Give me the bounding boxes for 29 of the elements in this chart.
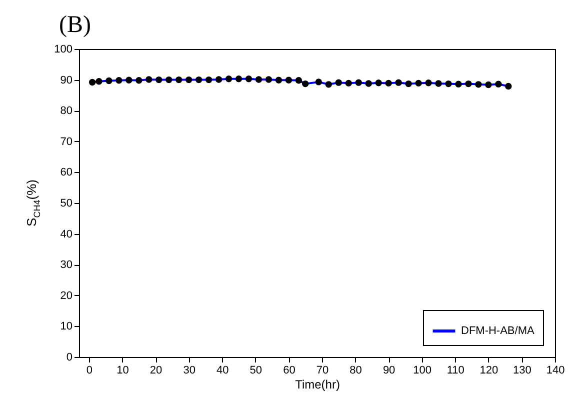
x-tick-label: 130 xyxy=(513,364,532,376)
x-tick-label: 50 xyxy=(250,364,262,376)
y-tick-label: 40 xyxy=(60,228,72,240)
y-tick-label: 30 xyxy=(60,259,72,272)
x-tick-label: 120 xyxy=(480,364,498,376)
y-tick-label: 0 xyxy=(66,352,72,364)
x-tick-label: 60 xyxy=(283,364,296,376)
x-axis-title: Time(hr) xyxy=(295,378,340,392)
x-tick-label: 90 xyxy=(382,364,396,376)
x-tick-label: 70 xyxy=(316,364,329,376)
y-tick-label: 90 xyxy=(60,74,72,86)
x-tick-label: 30 xyxy=(183,364,196,376)
x-tick-label: 80 xyxy=(350,364,362,376)
x-tick-label: 20 xyxy=(150,364,162,376)
x-tick-label: 0 xyxy=(86,364,93,376)
x-tick-label: 140 xyxy=(546,364,565,376)
x-tick-label: 100 xyxy=(413,364,432,376)
y-tick-label: 80 xyxy=(60,105,72,118)
y-tick-label: 70 xyxy=(60,136,72,148)
x-tick-label: 10 xyxy=(116,364,129,376)
y-tick-label: 100 xyxy=(54,44,72,56)
chart-title: (B) xyxy=(59,12,91,38)
y-tick-label: 20 xyxy=(60,290,72,302)
legend-label: DFM-H-AB/MA xyxy=(461,325,535,337)
x-tick-label: 40 xyxy=(216,364,229,376)
y-tick-label: 60 xyxy=(60,166,72,179)
y-tick-label: 50 xyxy=(60,198,72,210)
y-tick-label: 10 xyxy=(60,320,72,333)
x-tick-label: 110 xyxy=(446,364,464,376)
